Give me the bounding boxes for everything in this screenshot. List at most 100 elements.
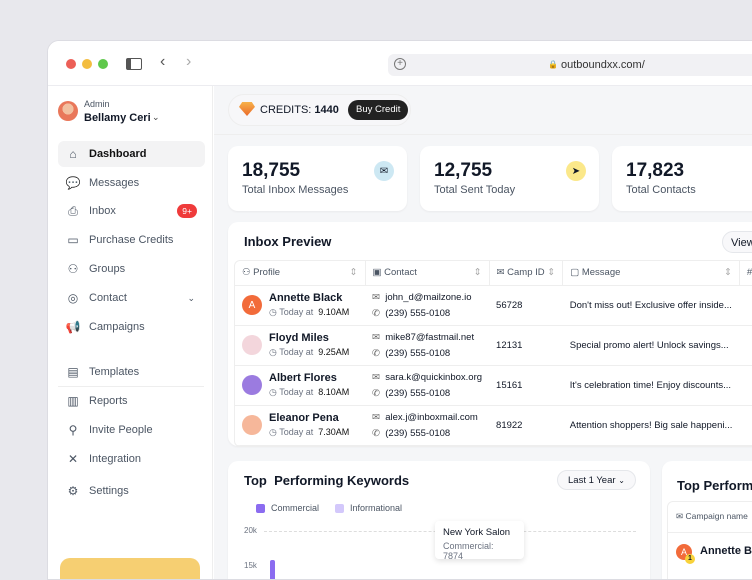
inbox-title: Inbox Preview [244, 234, 332, 249]
clock-icon: ◷ [269, 307, 277, 317]
mail-icon: ✉ [372, 411, 380, 423]
message: It's celebration time! Enjoy discounts..… [562, 365, 740, 406]
browser-window: ‹ › + 🔒 outboundxx.com/ Admin Bellamy Ce… [47, 40, 752, 580]
sidebar-item-label: Campaigns [89, 321, 145, 333]
avatar [242, 415, 262, 435]
contact-name: Floyd Miles [269, 332, 329, 344]
column-campaign-name[interactable]: ✉ Campaign name [676, 511, 748, 521]
buy-credit-button[interactable]: Buy Credit [348, 100, 409, 120]
column-camp-id[interactable]: ✉ Camp ID ⇕ [489, 261, 564, 286]
phone: ✆ (239) 555-0108 [372, 307, 451, 319]
table-row[interactable]: A Annette Black ◷ Today at 9.10AM ✉ john_d… [235, 285, 752, 326]
close-window-button[interactable] [66, 59, 76, 69]
camp-id: 15161 [489, 365, 563, 406]
mail-icon: ✉ [372, 331, 380, 343]
rank-badge: 1 [685, 554, 695, 564]
top-performing-card: Top Performi ✉ Campaign name A 1 Annette… [662, 461, 752, 579]
sidebar-item-messages[interactable]: 💬 Messages [58, 170, 205, 196]
sidebar-item-label: Integration [89, 453, 141, 465]
back-icon[interactable]: ‹ [160, 53, 166, 70]
table-row[interactable]: Albert Flores ◷ Today at 8.10AM ✉ sara.k@… [235, 365, 752, 406]
chat-icon: 💬 [65, 176, 81, 190]
sidebar-item-campaigns[interactable]: 📢 Campaigns [58, 314, 205, 340]
column-profile[interactable]: ⚇ Profile ⇕ [235, 261, 366, 286]
profile-cell: Floyd Miles ◷ Today at 9.25AM [235, 325, 365, 366]
phone-icon: ✆ [372, 387, 380, 399]
sidebar-item-label: Inbox [89, 205, 116, 217]
column-hash[interactable]: # [739, 261, 752, 286]
minimize-window-button[interactable] [82, 59, 92, 69]
campaign-row-name: Annette Bla [700, 545, 752, 557]
avatar [242, 335, 262, 355]
profile-cell: Eleanor Pena ◷ Today at 7.30AM [235, 405, 365, 446]
mail-icon: ✉ [372, 291, 380, 303]
timestamp: ◷ Today at 8.10AM [269, 387, 350, 397]
address-bar[interactable]: + 🔒 outboundxx.com/ [388, 54, 752, 76]
column-message[interactable]: ▢ Message ⇕ [562, 261, 740, 286]
bar-commercial[interactable] [270, 560, 275, 579]
email: ✉ sara.k@quickinbox.org [372, 371, 483, 383]
view-all-button[interactable]: View [722, 231, 752, 253]
sidebar-item-contact[interactable]: ◎ Contact ⌄ [58, 285, 205, 311]
sidebar-item-reports[interactable]: ▥ Reports [58, 388, 205, 414]
credits-pill: CREDITS: 1440 Buy Credit [228, 94, 411, 126]
sidebar-item-inbox[interactable]: ⎙ Inbox 9+ [58, 198, 205, 224]
user-menu[interactable]: Admin Bellamy Ceri ⌄ [58, 99, 198, 129]
clock-icon: ◷ [269, 347, 277, 357]
groups-icon: ⚇ [67, 262, 79, 276]
maximize-window-button[interactable] [98, 59, 108, 69]
phone-icon: ✆ [372, 347, 380, 359]
sidebar-item-label: Groups [89, 263, 126, 275]
range-select[interactable]: Last 1 Year ⌄ [557, 470, 636, 490]
tooltip-title: New York Salon [443, 527, 511, 538]
forward-icon[interactable]: › [186, 53, 192, 70]
stat-card-contacts: 17,823 Total Contacts [612, 146, 752, 211]
diamond-icon [239, 102, 255, 116]
sidebar-item-templates[interactable]: ▤ Templates [58, 359, 205, 385]
camp-id: 56728 [489, 285, 563, 326]
inbox-preview-card: Inbox Preview View ⚇ Profile ⇕ ▣ Contact… [228, 222, 752, 447]
legend-commercial: Commercial [256, 503, 319, 514]
clock-icon: ◷ [269, 427, 277, 437]
divider [214, 134, 752, 135]
message: Don't miss out! Exclusive offer inside..… [562, 285, 740, 326]
stat-card-sent: 12,755 Total Sent Today ➤ [420, 146, 599, 211]
column-contact[interactable]: ▣ Contact ⇕ [365, 261, 490, 286]
chevron-down-icon: ⌄ [187, 292, 195, 303]
credit-card-icon: ▭ [67, 233, 79, 247]
user-role: Admin [84, 99, 110, 109]
contact-cell: ✉ alex.j@inboxmail.com ✆ (239) 555-0108 [365, 405, 490, 446]
sidebar-item-groups[interactable]: ⚇ Groups [58, 256, 205, 282]
new-tab-icon[interactable]: + [394, 58, 406, 70]
sidebar: Admin Bellamy Ceri ⌄ ⌂ Dashboard 💬 Messages… [48, 86, 213, 579]
lock-icon: 🔒 [548, 60, 558, 69]
sidebar-item-dashboard[interactable]: ⌂ Dashboard [58, 141, 205, 167]
message: Special promo alert! Unlock savings... [562, 325, 740, 366]
keywords-card: Top Performing Keywords Last 1 Year ⌄ Co… [228, 461, 650, 579]
phone: ✆ (239) 555-0108 [372, 347, 451, 359]
sidebar-item-purchase-credits[interactable]: ▭ Purchase Credits [58, 227, 205, 253]
stat-label: Total Contacts [626, 184, 696, 196]
contact-name: Eleanor Pena [269, 412, 339, 424]
mail-icon: ✉ [374, 161, 394, 181]
table-row[interactable]: Eleanor Pena ◷ Today at 7.30AM ✉ alex.j@i… [235, 405, 752, 446]
stat-card-inbox: 18,755 Total Inbox Messages ✉ [228, 146, 407, 211]
divider [58, 386, 204, 387]
sidebar-toggle-icon[interactable] [126, 58, 142, 70]
sidebar-item-settings[interactable]: ⚙ Settings [58, 478, 205, 504]
promo-card [60, 558, 200, 579]
sidebar-item-label: Purchase Credits [89, 234, 174, 246]
chevron-down-icon: ⌄ [152, 112, 160, 122]
message: Attention shoppers! Big sale happeni... [562, 405, 740, 446]
sidebar-item-label: Settings [89, 485, 129, 497]
top-panel-title: Top Performi [677, 478, 752, 493]
table-row[interactable]: Floyd Miles ◷ Today at 9.25AM ✉ mike87@fa… [235, 325, 752, 366]
sidebar-item-invite-people[interactable]: ⚲ Invite People [58, 417, 205, 443]
sidebar-item-integration[interactable]: ✕ Integration [58, 446, 205, 472]
phone: ✆ (239) 555-0108 [372, 387, 451, 399]
email: ✉ john_d@mailzone.io [372, 291, 472, 303]
y-tick: 15k [244, 561, 257, 570]
campaign-table: ✉ Campaign name A 1 Annette Bla [667, 501, 752, 579]
email: ✉ alex.j@inboxmail.com [372, 411, 478, 423]
camp-id: 12131 [489, 325, 563, 366]
